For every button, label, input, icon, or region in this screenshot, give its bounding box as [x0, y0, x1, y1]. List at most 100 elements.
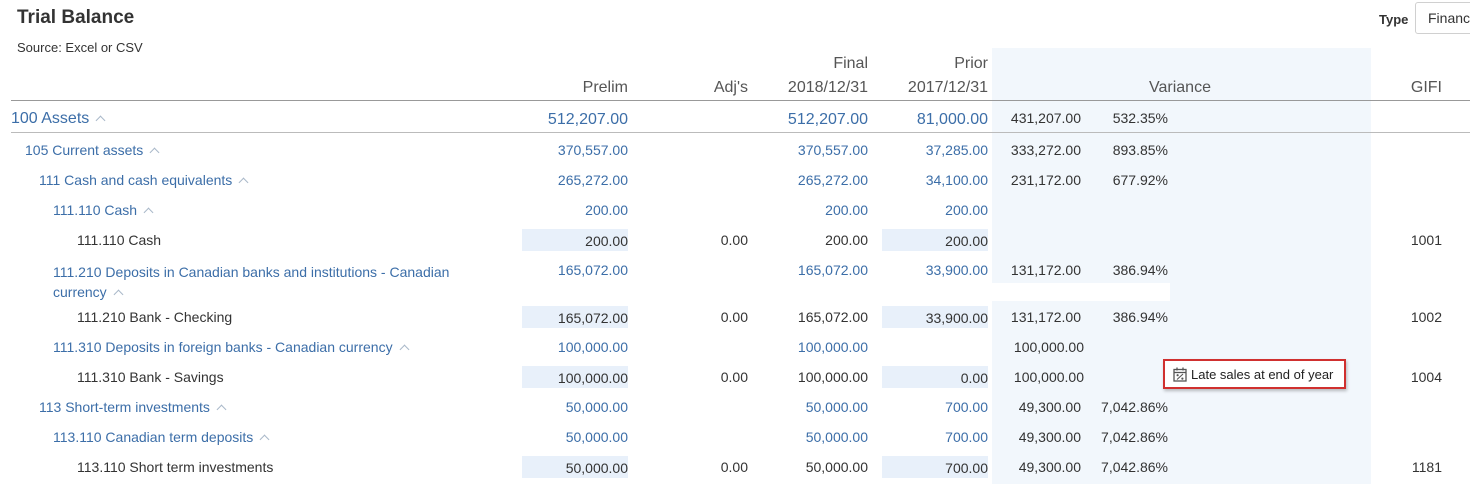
prelim-value[interactable]: 200.00	[585, 233, 628, 249]
variance-amount: 333,272.00	[1010, 142, 1081, 158]
final-value: 165,072.00	[797, 309, 868, 325]
row-name-short-term-investments[interactable]: 113 Short-term investments	[39, 399, 227, 415]
row-name-checking: 111.210 Bank - Checking	[77, 309, 233, 325]
prelim-input-cash[interactable]	[522, 229, 628, 251]
final-value: 100,000.00	[797, 369, 868, 385]
row-name-assets[interactable]: 100 Assets	[11, 110, 106, 128]
col-header-variance[interactable]: Variance	[1149, 79, 1211, 96]
variance-amount: 431,207.00	[1010, 110, 1081, 126]
variance-percent: 7,042.86%	[1101, 429, 1168, 445]
collapse-chevron-icon[interactable]	[95, 115, 106, 126]
final-value: 50,000.00	[805, 459, 868, 475]
prelim-value: 512,207.00	[547, 111, 628, 128]
prelim-value[interactable]: 100,000.00	[557, 370, 628, 386]
prelim-value: 265,272.00	[557, 172, 628, 188]
row-name-cash-account: 111.110 Cash	[77, 232, 162, 248]
prior-input-savings[interactable]	[882, 366, 988, 388]
col-header-prior-bottom[interactable]: 2017/12/31	[907, 79, 988, 96]
row-name-line2: currency	[53, 284, 107, 300]
prelim-value: 50,000.00	[565, 429, 628, 445]
variance-percent: 677.92%	[1112, 172, 1168, 188]
variance-amount: 100,000.00	[1013, 369, 1084, 385]
col-header-gifi[interactable]: GIFI	[1410, 79, 1442, 96]
final-value: 200.00	[825, 202, 868, 218]
variance-band	[992, 48, 1371, 484]
variance-amount: 49,300.00	[1018, 429, 1081, 445]
variance-percent: 532.35%	[1112, 110, 1168, 126]
variance-amount: 49,300.00	[1018, 399, 1081, 415]
prior-value: 700.00	[945, 399, 988, 415]
col-header-prelim[interactable]: Prelim	[582, 79, 628, 96]
prelim-value: 370,557.00	[557, 142, 628, 158]
prior-value[interactable]: 700.00	[945, 460, 988, 476]
prior-value[interactable]: 33,900.00	[925, 310, 988, 326]
variance-amount: 100,000.00	[1013, 339, 1084, 355]
variance-amount: 231,172.00	[1010, 172, 1081, 188]
prior-value: 81,000.00	[916, 111, 988, 128]
variance-amount: 49,300.00	[1018, 459, 1081, 475]
collapse-chevron-icon[interactable]	[149, 147, 160, 158]
col-header-final-top[interactable]: Final	[833, 55, 868, 72]
row-name-short-term-account: 113.110 Short term investments	[77, 459, 274, 475]
prior-value: 700.00	[945, 429, 988, 445]
assets-rule	[11, 132, 1470, 133]
prelim-value: 100,000.00	[557, 339, 628, 355]
col-header-prior-top[interactable]: Prior	[954, 55, 988, 72]
variance-note[interactable]: Late sales at end of year	[1163, 359, 1346, 389]
prelim-value[interactable]: 50,000.00	[565, 460, 628, 476]
collapse-chevron-icon[interactable]	[216, 404, 227, 415]
final-value: 50,000.00	[805, 399, 868, 415]
prior-input-cash[interactable]	[882, 229, 988, 251]
prior-input-checking[interactable]	[882, 306, 988, 328]
prelim-value: 165,072.00	[557, 262, 628, 278]
final-value: 265,272.00	[797, 172, 868, 188]
final-value: 50,000.00	[805, 429, 868, 445]
prelim-input-short-term[interactable]	[522, 456, 628, 478]
col-header-adj[interactable]: Adj's	[713, 79, 748, 96]
gifi-value: 1181	[1411, 459, 1442, 475]
variance-percent: 893.85%	[1112, 142, 1168, 158]
row-name-cash-equivalents[interactable]: 111 Cash and cash equivalents	[39, 172, 249, 188]
collapse-chevron-icon[interactable]	[143, 207, 154, 218]
row-name-line1: 111.210 Deposits in Canadian banks and i…	[53, 264, 450, 280]
variance-amount: 131,172.00	[1010, 262, 1081, 278]
final-value: 370,557.00	[797, 142, 868, 158]
header-rule	[11, 100, 1470, 101]
final-value: 200.00	[825, 232, 868, 248]
gifi-value: 1002	[1410, 309, 1442, 325]
variance-percent: 386.94%	[1112, 262, 1168, 278]
col-header-final-bottom[interactable]: 2018/12/31	[787, 79, 868, 96]
prior-value: 33,900.00	[925, 262, 988, 278]
prior-value: 200.00	[945, 202, 988, 218]
prelim-input-savings[interactable]	[522, 366, 628, 388]
collapse-chevron-icon[interactable]	[113, 289, 124, 300]
page-title: Trial Balance	[17, 7, 135, 28]
prior-value[interactable]: 0.00	[960, 370, 988, 386]
variance-percent: 386.94%	[1112, 309, 1168, 325]
row-name-term-deposits[interactable]: 113.110 Canadian term deposits	[53, 429, 270, 445]
collapse-chevron-icon[interactable]	[399, 344, 410, 355]
prior-input-short-term[interactable]	[882, 456, 988, 478]
final-value: 165,072.00	[797, 262, 868, 278]
calendar-percent-icon	[1173, 367, 1187, 382]
type-label: Type	[1379, 12, 1409, 27]
row-name-canadian-deposits[interactable]: 111.210 Deposits in Canadian banks and i…	[53, 262, 449, 302]
collapse-chevron-icon[interactable]	[238, 177, 249, 188]
row-name-cash-group[interactable]: 111.110 Cash	[53, 202, 154, 218]
prior-value: 37,285.00	[925, 142, 988, 158]
prior-value[interactable]: 200.00	[945, 233, 988, 249]
type-select[interactable]: Financ	[1415, 2, 1470, 34]
prelim-input-checking[interactable]	[522, 306, 628, 328]
collapse-chevron-icon[interactable]	[259, 434, 270, 445]
row-name-current-assets[interactable]: 105 Current assets	[25, 142, 160, 158]
row-name-foreign-deposits[interactable]: 111.310 Deposits in foreign banks - Cana…	[53, 339, 410, 355]
final-value: 512,207.00	[787, 111, 868, 128]
variance-band-gap	[992, 283, 1170, 301]
prelim-value[interactable]: 165,072.00	[557, 310, 628, 326]
adj-value: 0.00	[720, 369, 748, 385]
prior-value: 34,100.00	[925, 172, 988, 188]
final-value: 100,000.00	[797, 339, 868, 355]
note-text: Late sales at end of year	[1191, 366, 1334, 382]
prelim-value: 200.00	[585, 202, 628, 218]
source-label: Source: Excel or CSV	[17, 40, 143, 55]
